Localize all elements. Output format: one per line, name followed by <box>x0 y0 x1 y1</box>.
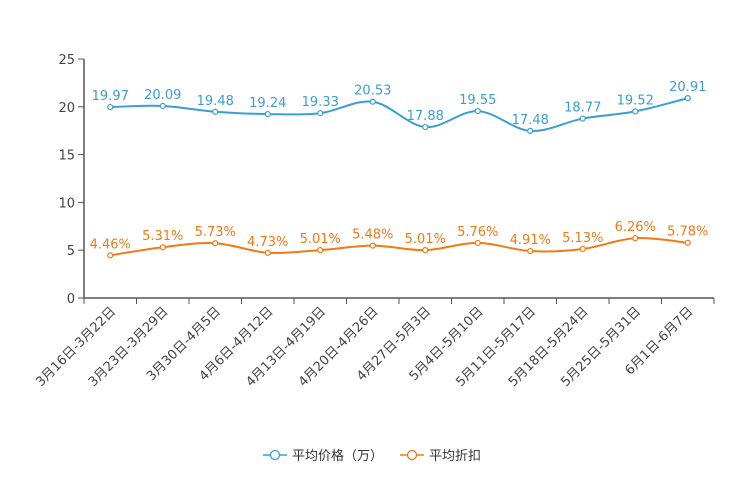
data-label: 19.97 <box>92 89 129 104</box>
y-tick-label: 0 <box>67 292 75 307</box>
series-line-1 <box>110 97 688 132</box>
y-tick-label: 20 <box>58 101 75 116</box>
data-point <box>107 103 114 111</box>
data-point <box>212 240 219 247</box>
data-label: 5.31% <box>142 229 183 244</box>
data-point <box>369 98 376 105</box>
legend-label: 平均折扣 <box>429 449 481 464</box>
data-point <box>474 239 481 247</box>
data-label: 4.73% <box>247 235 288 250</box>
data-label: 5.76% <box>457 225 498 240</box>
data-point <box>527 127 534 134</box>
data-label: 5.13% <box>562 231 603 246</box>
data-point <box>264 249 271 256</box>
data-point <box>369 242 376 249</box>
data-point <box>527 247 534 255</box>
data-point <box>684 95 691 102</box>
data-label: 4.91% <box>510 233 551 248</box>
legend-label: 平均价格（万） <box>292 448 383 464</box>
data-point <box>579 115 586 122</box>
data-label: 5.73% <box>195 225 236 240</box>
y-tick-label: 15 <box>58 149 75 164</box>
data-label: 19.48 <box>197 94 234 109</box>
data-point <box>317 247 324 254</box>
data-label: 4.46% <box>90 237 131 252</box>
y-tick-label: 5 <box>67 244 75 259</box>
data-point <box>212 108 219 115</box>
data-point <box>632 108 639 115</box>
data-label: 17.88 <box>407 109 444 124</box>
data-label: 5.01% <box>300 232 341 247</box>
data-point <box>632 235 639 242</box>
data-label: 6.26% <box>615 220 656 235</box>
data-label: 20.53 <box>354 84 391 99</box>
series-line-2 <box>110 237 688 257</box>
data-point <box>474 108 481 115</box>
data-point <box>159 244 166 251</box>
data-point <box>264 110 271 118</box>
data-label: 19.33 <box>302 95 339 110</box>
legend-swatch-marker <box>406 449 418 461</box>
data-label: 20.09 <box>144 88 181 103</box>
y-tick-label: 10 <box>58 196 75 211</box>
data-label: 20.91 <box>669 80 706 95</box>
data-point <box>422 123 429 131</box>
data-label: 5.78% <box>667 225 708 240</box>
data-point <box>317 110 324 117</box>
data-label: 19.24 <box>249 96 286 111</box>
data-point <box>159 102 166 110</box>
data-label: 19.52 <box>617 93 654 108</box>
data-label: 5.01% <box>405 232 446 247</box>
data-label: 17.48 <box>512 113 549 128</box>
data-point <box>684 239 691 246</box>
data-point <box>107 252 114 259</box>
data-point <box>422 247 429 254</box>
y-tick-label: 25 <box>58 53 75 68</box>
data-label: 19.55 <box>459 93 496 108</box>
data-point <box>579 245 586 253</box>
legend-swatch-marker <box>269 449 281 461</box>
data-label: 5.48% <box>352 228 393 243</box>
data-label: 18.77 <box>564 101 601 116</box>
